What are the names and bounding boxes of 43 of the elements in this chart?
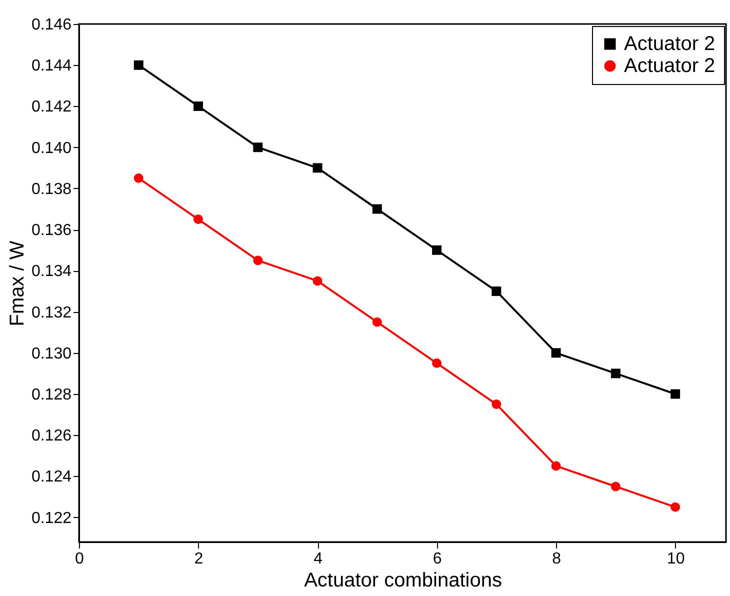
point bbox=[194, 214, 204, 224]
point bbox=[670, 389, 680, 399]
y-tick-label: 0.122 bbox=[31, 510, 72, 527]
point bbox=[551, 348, 561, 358]
x-tick-label: 8 bbox=[552, 550, 562, 568]
x-tick-label: 6 bbox=[432, 550, 442, 568]
y-tick-label: 0.136 bbox=[31, 222, 72, 240]
point bbox=[670, 502, 680, 512]
y-tick-label: 0.146 bbox=[31, 16, 72, 34]
point bbox=[312, 163, 322, 173]
point bbox=[610, 482, 620, 492]
point bbox=[492, 286, 502, 296]
x-tick-label: 2 bbox=[194, 550, 204, 568]
point bbox=[610, 368, 620, 378]
point bbox=[253, 256, 263, 266]
point bbox=[432, 245, 442, 255]
y-tick-label: 0.124 bbox=[31, 468, 72, 486]
y-tick-label: 0.132 bbox=[31, 304, 72, 322]
x-tick-label: 10 bbox=[666, 550, 685, 568]
y-tick-label: 0.140 bbox=[31, 140, 72, 157]
y-tick-label: 0.144 bbox=[31, 58, 72, 75]
point bbox=[372, 204, 382, 214]
point bbox=[551, 461, 561, 471]
point bbox=[492, 400, 502, 410]
point bbox=[253, 142, 263, 152]
legend-label: Actuator 2 bbox=[624, 33, 716, 55]
x-tick-label: 0 bbox=[75, 550, 84, 568]
point bbox=[134, 173, 144, 183]
y-tick-label: 0.142 bbox=[31, 98, 72, 116]
y-tick-label: 0.128 bbox=[31, 386, 72, 404]
y-tick-label: 0.134 bbox=[31, 263, 72, 280]
y-tick-label: 0.130 bbox=[31, 345, 72, 362]
x-axis-title: Actuator combinations bbox=[304, 570, 502, 592]
point bbox=[312, 276, 322, 286]
y-tick-label: 0.138 bbox=[31, 180, 72, 198]
point bbox=[372, 317, 382, 327]
legend-label: Actuator 2 bbox=[624, 55, 716, 77]
point bbox=[432, 358, 442, 368]
point bbox=[134, 60, 144, 70]
x-tick-label: 4 bbox=[314, 550, 323, 568]
point bbox=[194, 101, 204, 111]
y-axis-title: Fmax / W bbox=[6, 240, 28, 326]
y-tick-label: 0.126 bbox=[31, 428, 72, 445]
